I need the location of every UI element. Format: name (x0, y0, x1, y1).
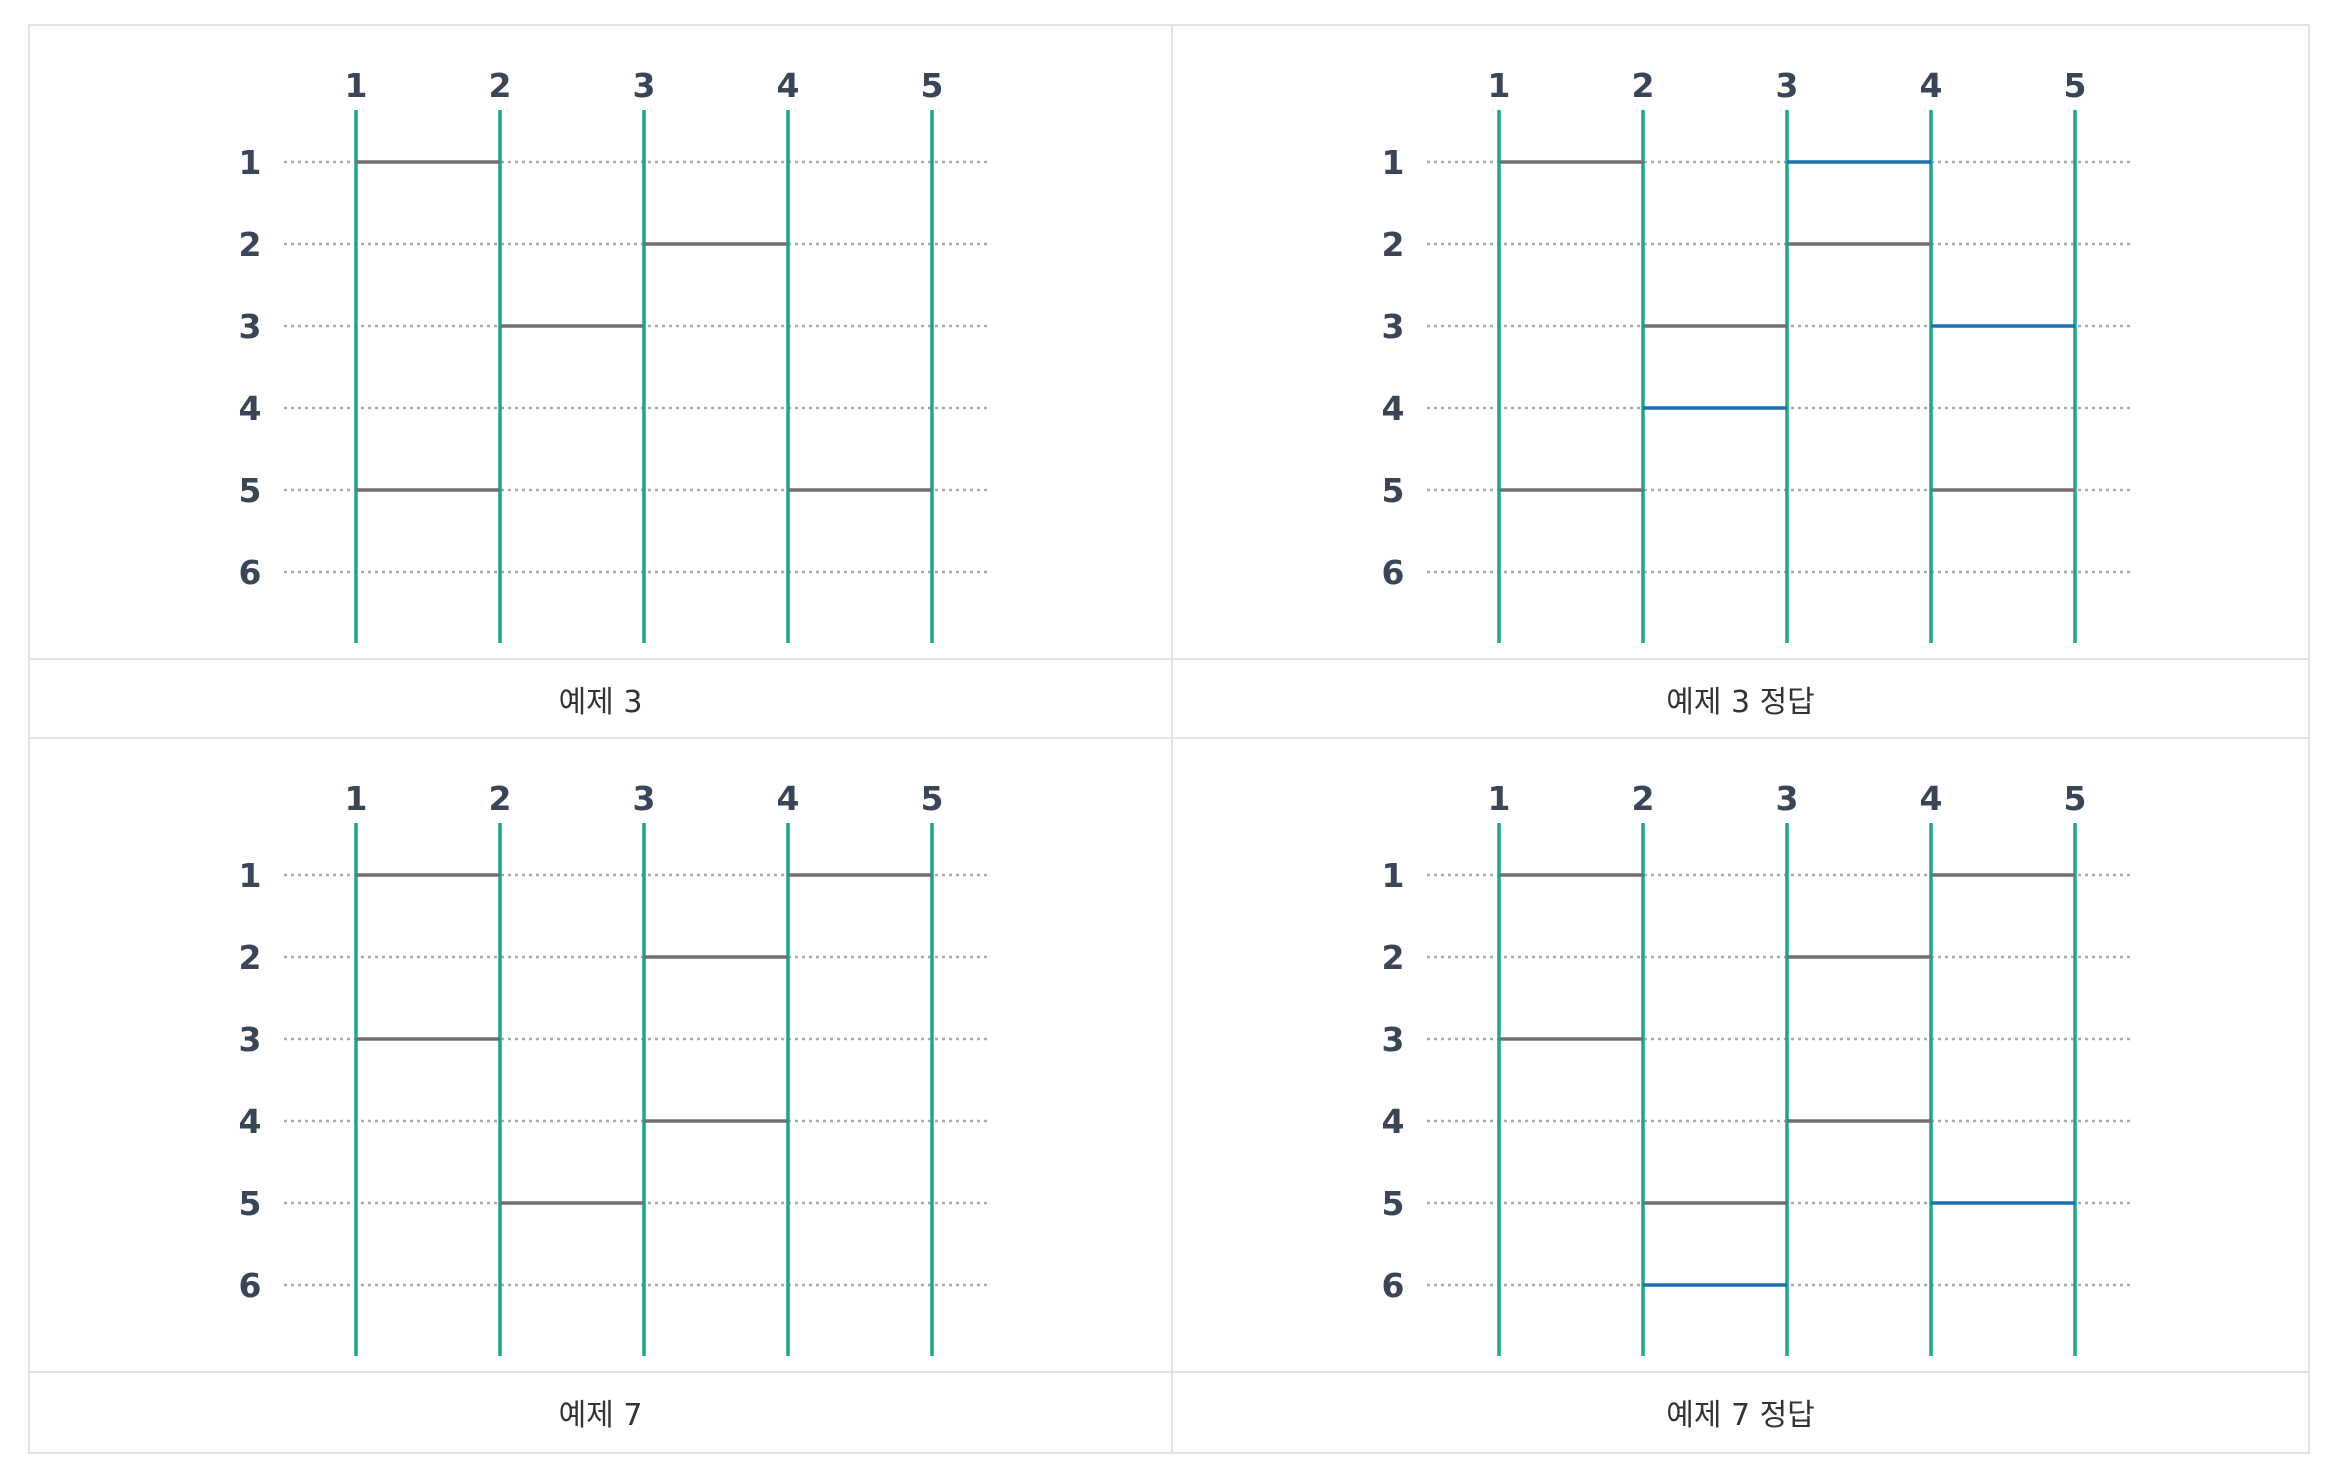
ladder-svg: 1 2 3 4 5 6 1 2 3 4 5 (1382, 66, 2133, 643)
ladder-svg: 1 2 3 4 5 6 1 2 3 4 5 (1382, 779, 2133, 1356)
row-label: 1 (239, 856, 262, 895)
panel-caption: 예제 7 정답 (1173, 1371, 2308, 1450)
vertical-label: 3 (633, 779, 656, 818)
row-label: 5 (239, 1184, 262, 1223)
panel-caption: 예제 7 (30, 1371, 1171, 1450)
vertical-label: 4 (777, 66, 800, 105)
row-label: 5 (1382, 471, 1405, 510)
row-label: 4 (1382, 389, 1405, 428)
vertical-label: 2 (489, 66, 512, 105)
row-label: 6 (1382, 1266, 1405, 1305)
vertical-label: 5 (2064, 779, 2087, 818)
ladder-diagram: 1 2 3 4 5 6 1 2 3 4 5 (1173, 26, 2308, 658)
row-label: 1 (239, 143, 262, 182)
row-label: 1 (1382, 143, 1405, 182)
vertical-label: 2 (1632, 66, 1655, 105)
panel-example-7: 1 2 3 4 5 6 1 2 3 4 5 예제 7 (30, 737, 1171, 1452)
row-label: 3 (1382, 307, 1405, 346)
row-label: 1 (1382, 856, 1405, 895)
row-label: 4 (239, 1102, 262, 1141)
ladder-diagram: 1 2 3 4 5 6 1 2 3 4 5 (30, 739, 1171, 1371)
row-label: 6 (239, 1266, 262, 1305)
row-label: 2 (1382, 938, 1405, 977)
vertical-label: 2 (1632, 779, 1655, 818)
ladder-diagram: 1 2 3 4 5 6 1 2 3 4 5 (1173, 739, 2308, 1371)
vertical-label: 5 (921, 779, 944, 818)
row-label: 2 (1382, 225, 1405, 264)
vertical-label: 2 (489, 779, 512, 818)
row-label: 4 (239, 389, 262, 428)
row-label: 3 (239, 1020, 262, 1059)
row-label: 4 (1382, 1102, 1405, 1141)
ladder-diagram: 1 2 3 4 5 6 1 2 3 4 5 (30, 26, 1171, 658)
vertical-label: 1 (1488, 779, 1511, 818)
vertical-label: 3 (633, 66, 656, 105)
vertical-label: 3 (1776, 66, 1799, 105)
vertical-label: 4 (777, 779, 800, 818)
vertical-label: 5 (2064, 66, 2087, 105)
panel-caption: 예제 3 (30, 658, 1171, 737)
row-label: 3 (239, 307, 262, 346)
ladder-svg: 1 2 3 4 5 6 1 2 3 4 5 (239, 779, 990, 1356)
row-label: 3 (1382, 1020, 1405, 1059)
ladder-svg: 1 2 3 4 5 6 1 2 3 4 5 (239, 66, 990, 643)
panel-example-7-answer: 1 2 3 4 5 6 1 2 3 4 5 예제 7 정답 (1171, 737, 2308, 1452)
row-label: 5 (239, 471, 262, 510)
vertical-label: 1 (345, 779, 368, 818)
ladder-examples-grid: 1 2 3 4 5 6 1 2 3 4 5 예제 3 1 2 3 4 5 6 1 2 3 4 5 예제 3 정답 1 2 3… (28, 24, 2310, 1454)
vertical-label: 4 (1920, 779, 1943, 818)
panel-example-3: 1 2 3 4 5 6 1 2 3 4 5 예제 3 (30, 26, 1171, 737)
panel-example-3-answer: 1 2 3 4 5 6 1 2 3 4 5 예제 3 정답 (1171, 26, 2308, 737)
vertical-label: 5 (921, 66, 944, 105)
vertical-label: 3 (1776, 779, 1799, 818)
vertical-label: 1 (345, 66, 368, 105)
row-label: 6 (239, 553, 262, 592)
panel-caption: 예제 3 정답 (1173, 658, 2308, 737)
row-label: 2 (239, 225, 262, 264)
row-label: 5 (1382, 1184, 1405, 1223)
row-label: 6 (1382, 553, 1405, 592)
vertical-label: 1 (1488, 66, 1511, 105)
row-label: 2 (239, 938, 262, 977)
vertical-label: 4 (1920, 66, 1943, 105)
